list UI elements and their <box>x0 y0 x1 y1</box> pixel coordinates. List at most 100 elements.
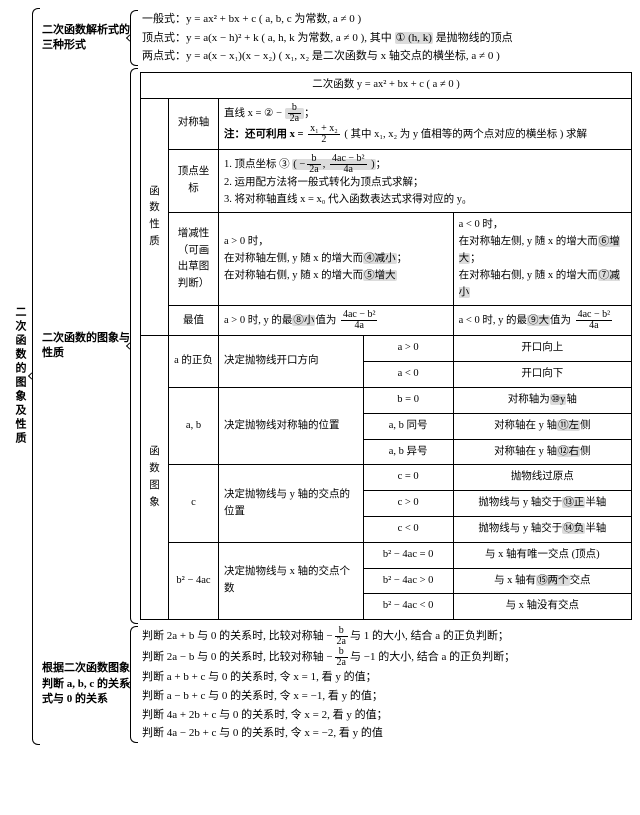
ext-label: 最值 <box>169 306 219 336</box>
c-r2r-pre: 抛物线与 y 轴交于 <box>478 497 562 508</box>
mono-pos-h: a > 0 时， <box>224 236 269 247</box>
table-header: 二次函数 y = ax² + bx + c ( a ≠ 0 ) <box>141 73 632 99</box>
root-tree: 二次函数的图象及性质 二次函数解析式的三种形式 一般式：y = ax² + bx… <box>8 8 632 745</box>
judge-l1: 判断 2a + b 与 0 的关系时, 比较对称轴 −b2a与 1 的大小, 结… <box>142 626 632 647</box>
ab-r2r: 对称轴在 y 轴⑪左侧 <box>453 413 631 439</box>
judge-l4: 判断 a − b + c 与 0 的关系时, 令 x = −1, 看 y 的值； <box>142 687 632 706</box>
ab-r2r-hl: ⑪左 <box>557 420 580 431</box>
c-r1r: 抛物线过原点 <box>453 465 631 491</box>
disc-r2r-post: 交点 <box>570 575 591 586</box>
l1b: 与 1 的大小, 结合 a 的正负判断； <box>350 630 509 642</box>
judge-l2: 判断 2a − b 与 0 的关系时, 比较对称轴 −b2a与 −1 的大小, … <box>142 647 632 668</box>
brace-sec1 <box>130 10 138 66</box>
ab-r1c: b = 0 <box>363 388 453 414</box>
mono-neg-r: 在对称轴右侧, y 随 x 的增大而 <box>459 270 598 281</box>
form-general: 一般式：y = ax² + bx + c ( a, b, c 为常数, a ≠ … <box>142 10 632 29</box>
disc-r3c: b² − 4ac < 0 <box>363 594 453 620</box>
ab-r2r-pre: 对称轴在 y 轴 <box>494 420 557 431</box>
l2a: 判断 2a − b 与 0 的关系时, 比较对称轴 − <box>142 651 333 663</box>
group-img: 函数图象 <box>141 336 169 620</box>
mono-neg-h: a < 0 时， <box>459 219 504 230</box>
ab-r2c: a, b 同号 <box>363 413 453 439</box>
vtx-body: 1. 顶点坐标 ③ ( −b2a, 4ac − b²4a )； 2. 运用配方法… <box>219 149 632 213</box>
l2b: 与 −1 的大小, 结合 a 的正负判断； <box>350 651 515 663</box>
sec3-label: 根据二次函数图象判断 a, b, c 的关系式与 0 的关系 <box>40 661 130 707</box>
sym-line: 直线 x = ② − <box>224 108 282 119</box>
disc-desc: 决定抛物线与 x 轴的交点个数 <box>219 542 364 619</box>
sec1-label: 二次函数解析式的三种形式 <box>40 23 130 54</box>
disc-r1r: 与 x 轴有唯一交点 (顶点) <box>453 542 631 568</box>
c-r2r-post: 半轴 <box>585 497 606 508</box>
brace-sec3 <box>130 626 138 743</box>
sec2-label: 二次函数的图象与性质 <box>40 331 130 362</box>
hl-inc: ⑤增大 <box>363 270 397 281</box>
c-label: c <box>169 465 219 542</box>
judge-l3: 判断 a + b + c 与 0 的关系时, 令 x = 1, 看 y 的值； <box>142 668 632 687</box>
disc-r1c: b² − 4ac = 0 <box>363 542 453 568</box>
a-neg-res: 开口向下 <box>453 362 631 388</box>
c-r2r: 抛物线与 y 轴交于⑬正半轴 <box>453 491 631 517</box>
ab-r1r-post: 轴 <box>566 394 577 405</box>
ab-desc: 决定抛物线对称轴的位置 <box>219 388 364 465</box>
form-vertex: 顶点式：y = a(x − h)² + k ( a, h, k 为常数, a ≠… <box>142 29 632 48</box>
vtx-label: 顶点坐标 <box>169 149 219 213</box>
properties-table: 二次函数 y = ax² + bx + c ( a ≠ 0 ) 函数性质 对称轴… <box>140 72 632 620</box>
ext-pos-mid: 值为 <box>315 315 336 326</box>
hl-min: ⑧小 <box>292 315 315 326</box>
ext-neg-pre: a < 0 时, y 的最 <box>459 315 527 326</box>
ab-r3r: 对称轴在 y 轴⑫右侧 <box>453 439 631 465</box>
judge-l6: 判断 4a − 2b + c 与 0 的关系时, 令 x = −2, 看 y 的… <box>142 724 632 743</box>
vertex-post: 是抛物线的顶点 <box>436 32 513 44</box>
brace-main <box>32 8 40 745</box>
a-sign-label: a 的正负 <box>169 336 219 388</box>
hl-dec: ④减小 <box>363 253 397 264</box>
ab-r2r-post: 侧 <box>580 420 591 431</box>
c-r3c: c < 0 <box>363 517 453 543</box>
hl-max: ⑨大 <box>527 315 550 326</box>
c-r1c: c = 0 <box>363 465 453 491</box>
a-pos-res: 开口向上 <box>453 336 631 362</box>
ab-r3c: a, b 异号 <box>363 439 453 465</box>
mono-neg: a < 0 时， 在对称轴左侧, y 随 x 的增大而⑥增大； 在对称轴右侧, … <box>453 213 631 306</box>
c-r2r-hl: ⑬正 <box>562 497 585 508</box>
sec3-body: 判断 2a + b 与 0 的关系时, 比较对称轴 −b2a与 1 的大小, 结… <box>138 626 632 743</box>
c-r3r: 抛物线与 y 轴交于⑭负半轴 <box>453 517 631 543</box>
c-desc: 决定抛物线与 y 轴的交点的位置 <box>219 465 364 542</box>
l1a: 判断 2a + b 与 0 的关系时, 比较对称轴 − <box>142 630 333 642</box>
c-r3r-post: 半轴 <box>585 523 606 534</box>
ab-label: a, b <box>169 388 219 465</box>
sym-label: 对称轴 <box>169 98 219 149</box>
mono-pos-r: 在对称轴右侧, y 随 x 的增大而 <box>224 270 363 281</box>
disc-r2r-hl: ⑮两个 <box>536 575 570 586</box>
ext-neg-mid: 值为 <box>550 315 571 326</box>
ab-r3r-pre: 对称轴在 y 轴 <box>494 446 557 457</box>
ext-neg: a < 0 时, y 的最⑨大值为 4ac − b²4a <box>453 306 631 336</box>
sec-judgment: 根据二次函数图象判断 a, b, c 的关系式与 0 的关系 判断 2a + b… <box>40 626 632 743</box>
disc-r2r-pre: 与 x 轴有 <box>494 575 536 586</box>
ab-r1r-pre: 对称轴为 <box>508 394 550 405</box>
c-r2c: c > 0 <box>363 491 453 517</box>
sym-note-pre: 注：还可利用 x = <box>224 129 303 140</box>
c-r3r-pre: 抛物线与 y 轴交于 <box>478 523 562 534</box>
mono-pos-l: 在对称轴左侧, y 随 x 的增大而 <box>224 253 363 264</box>
a-neg-cond: a < 0 <box>363 362 453 388</box>
sym-note-post: ( 其中 x₁, x₂ 为 y 值相等的两个点对应的横坐标 ) 求解 <box>344 129 587 140</box>
sec-properties: 二次函数的图象与性质 二次函数 y = ax² + bx + c ( a ≠ 0… <box>40 68 632 624</box>
disc-r3r: 与 x 轴没有交点 <box>453 594 631 620</box>
brace-sec2 <box>130 68 138 624</box>
ab-r1r: 对称轴为⑩y轴 <box>453 388 631 414</box>
mono-label: 增减性（可画出草图判断） <box>169 213 219 306</box>
ab-r3r-post: 侧 <box>580 446 591 457</box>
c-r3r-hl: ⑭负 <box>562 523 585 534</box>
group-prop: 函数性质 <box>141 98 169 336</box>
a-sign-desc: 决定抛物线开口方向 <box>219 336 364 388</box>
sections: 二次函数解析式的三种形式 一般式：y = ax² + bx + c ( a, b… <box>40 8 632 745</box>
sec1-body: 一般式：y = ax² + bx + c ( a, b, c 为常数, a ≠ … <box>138 10 632 66</box>
ext-pos: a > 0 时, y 的最⑧小值为 4ac − b²4a <box>219 306 454 336</box>
sec-three-forms: 二次函数解析式的三种形式 一般式：y = ax² + bx + c ( a, b… <box>40 10 632 66</box>
hl-hk: ① (h, k) <box>395 32 433 44</box>
sym-body: 直线 x = ② − b2a； 注：还可利用 x = x₁ + x₂2 ( 其中… <box>219 98 632 149</box>
form-two-point: 两点式：y = a(x − x₁)(x − x₂) ( x₁, x₂ 是二次函数… <box>142 47 632 66</box>
sec2-body: 二次函数 y = ax² + bx + c ( a ≠ 0 ) 函数性质 对称轴… <box>138 68 632 624</box>
ab-r1r-hl: ⑩y <box>550 394 567 405</box>
